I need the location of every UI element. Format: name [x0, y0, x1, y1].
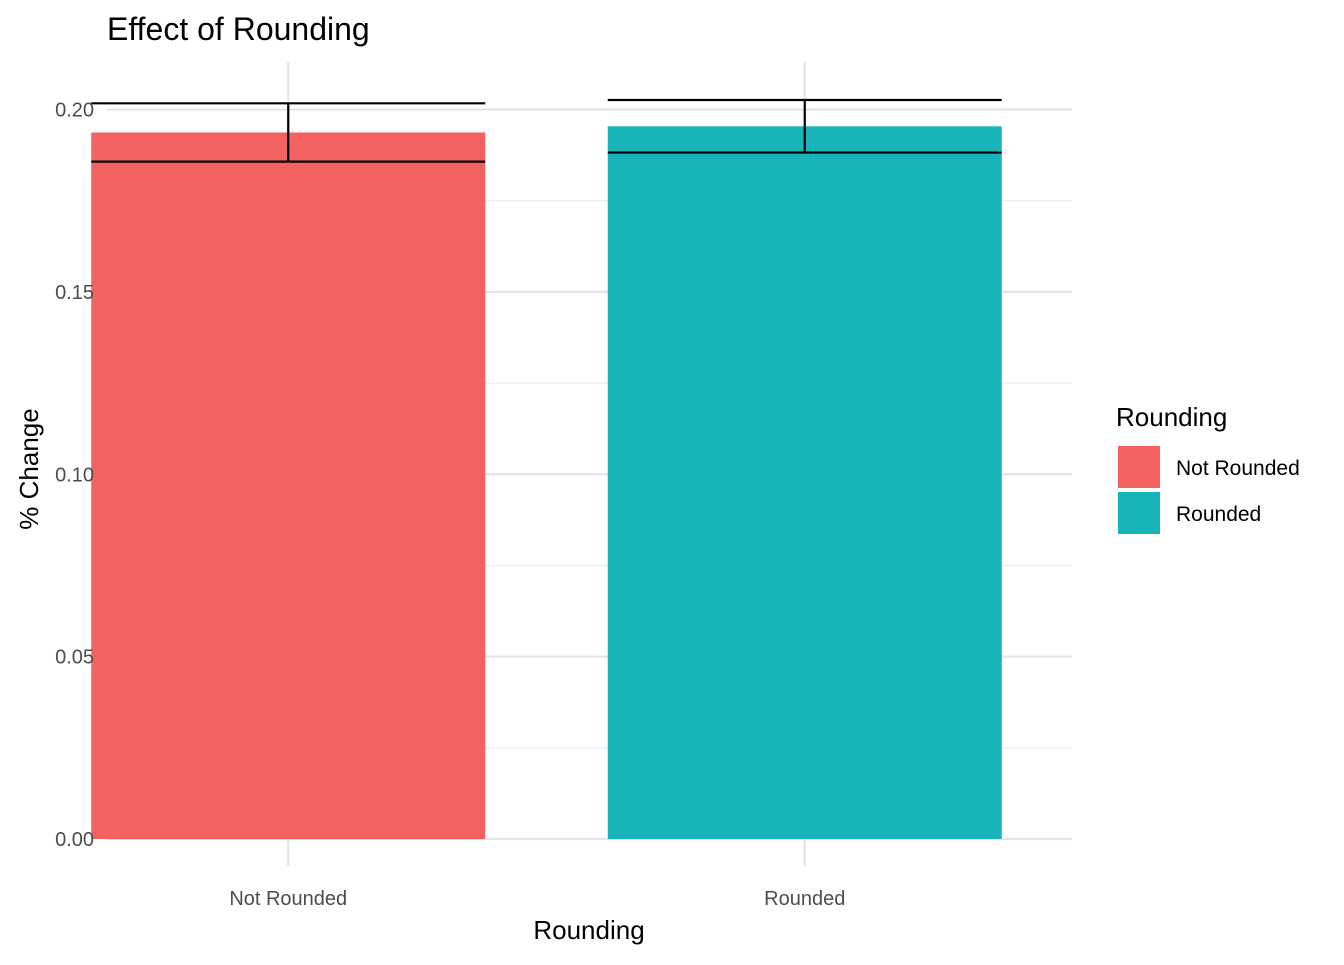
chart-title: Effect of Rounding	[107, 11, 370, 47]
bar	[607, 126, 1002, 839]
legend-label: Rounded	[1176, 503, 1261, 526]
y-tick-label: 0.15	[55, 282, 94, 304]
y-tick-label: 0.20	[55, 100, 94, 122]
legend: Rounding Not Rounded Rounded	[1116, 402, 1300, 534]
x-axis-title: Rounding	[533, 915, 644, 945]
legend-swatch	[1118, 492, 1160, 534]
x-tick-label: Not Rounded	[229, 888, 347, 910]
y-tick-label: 0.05	[55, 647, 94, 669]
x-axis-ticks: Not Rounded Rounded	[229, 888, 845, 910]
y-axis-ticks: 0.00 0.05 0.10 0.15 0.20	[55, 100, 94, 852]
y-axis-title: % Change	[14, 408, 44, 529]
error-bars	[91, 98, 1002, 163]
y-tick-label: 0.00	[55, 829, 94, 851]
legend-title: Rounding	[1116, 402, 1227, 432]
legend-swatch	[1118, 446, 1160, 488]
y-tick-label: 0.10	[55, 464, 94, 486]
legend-label: Not Rounded	[1176, 457, 1300, 480]
bars	[91, 126, 1002, 839]
bar	[91, 132, 486, 839]
x-tick-label: Rounded	[764, 888, 845, 910]
